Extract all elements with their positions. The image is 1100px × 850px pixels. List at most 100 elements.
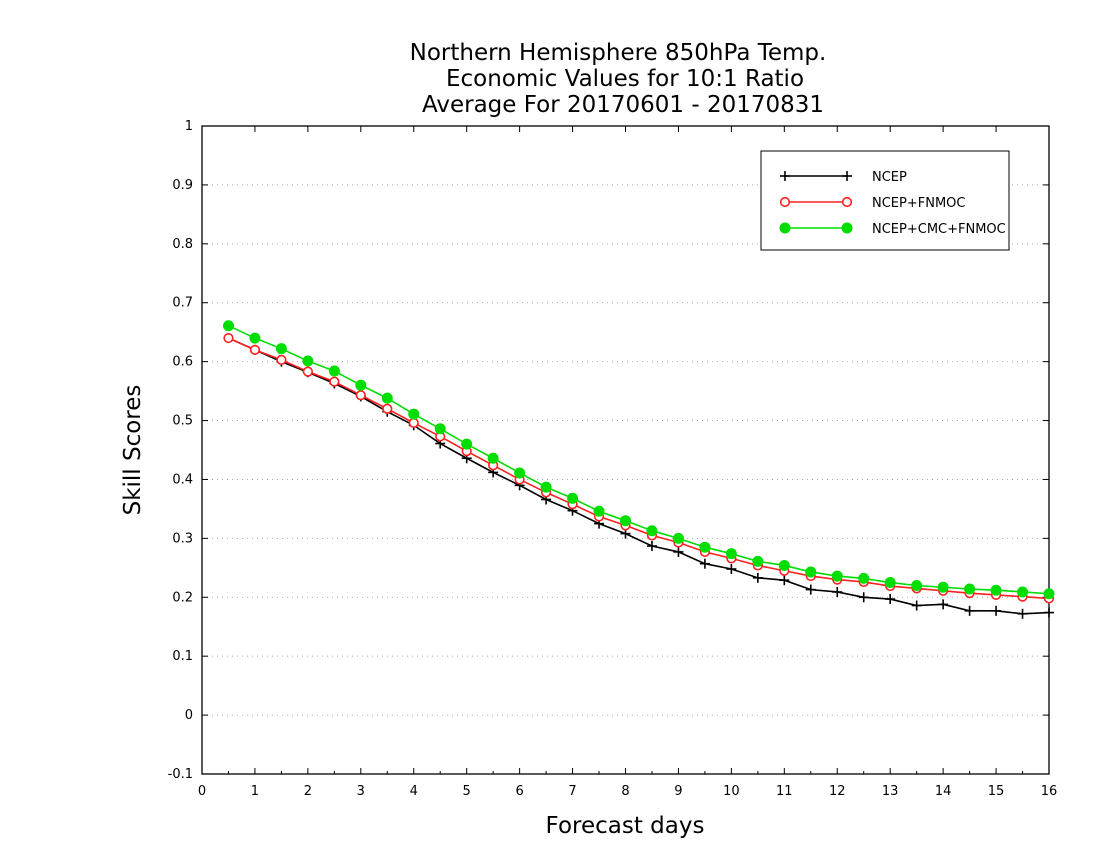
data-point [540, 481, 552, 493]
data-point [752, 555, 764, 567]
x-tick-label: 0 [198, 784, 206, 799]
legend-item: NCEP+CMC+FNMOC [779, 222, 1006, 237]
data-point [699, 541, 711, 553]
data-point [884, 577, 896, 589]
x-tick-label: 3 [357, 784, 365, 799]
chart-title: Northern Hemisphere 850hPa Temp. Economi… [410, 40, 827, 118]
title-line-1: Northern Hemisphere 850hPa Temp. [410, 40, 827, 66]
x-tick-label: 13 [882, 784, 899, 799]
gridlines [202, 184, 1049, 716]
x-tick-label: 16 [1041, 784, 1058, 799]
data-point [408, 417, 419, 429]
legend-label: NCEP+CMC+FNMOC [872, 222, 1006, 237]
legend-marker [779, 196, 791, 208]
x-tick-label: 9 [674, 784, 682, 799]
data-point [382, 403, 393, 414]
legend-label: NCEP [872, 170, 907, 185]
data-point [1017, 586, 1029, 598]
data-point [990, 584, 1002, 596]
data-point [302, 366, 313, 377]
legend-item: NCEP [780, 170, 907, 185]
y-tick-label: 0.1 [172, 649, 193, 664]
y-axis-label: Skill Scores [120, 385, 146, 516]
data-point [831, 570, 843, 582]
x-tick-label: 1 [251, 784, 259, 799]
data-point [276, 354, 287, 365]
legend-marker [779, 222, 791, 234]
y-tick-label: 0.6 [172, 355, 193, 370]
x-axis-label: Forecast days [546, 813, 705, 839]
data-point [434, 423, 446, 435]
data-point [858, 592, 869, 603]
y-tick-label: 0 [185, 708, 193, 723]
data-point [222, 320, 234, 332]
data-point [725, 548, 737, 560]
data-point [249, 332, 261, 344]
x-tick-label: 8 [621, 784, 629, 799]
series-ncep [223, 333, 1054, 619]
x-tick-label: 2 [304, 784, 312, 799]
data-point [302, 355, 314, 367]
data-point [726, 563, 737, 574]
x-tick-label: 11 [776, 784, 793, 799]
y-tick-label: 0.8 [172, 237, 193, 252]
x-tick-label: 12 [829, 784, 846, 799]
x-tick-label: 15 [988, 784, 1005, 799]
series-lines [222, 320, 1055, 619]
legend: NCEP NCEP+FNMOC NCEP+CMC+FNMOC [760, 150, 1010, 251]
data-point [620, 515, 631, 527]
title-line-3: Average For 20170601 - 20170831 [422, 92, 824, 118]
series-line [228, 324, 1050, 595]
data-point [514, 467, 526, 479]
y-tick-label: 0.3 [172, 531, 193, 546]
legend-marker [842, 171, 852, 181]
y-tick-label: 0.7 [172, 296, 193, 311]
series-line [228, 337, 1050, 615]
series-ncep-fnmoc [223, 332, 1055, 604]
data-point [275, 343, 287, 355]
data-point [779, 575, 790, 586]
y-tick-label: 1 [185, 119, 193, 134]
series-ncep-cmc-fnmoc [222, 320, 1055, 600]
data-point [646, 525, 658, 537]
data-point [355, 390, 366, 401]
x-tick-label: 14 [935, 784, 952, 799]
data-point [1017, 608, 1028, 619]
data-point [938, 599, 949, 610]
legend-marker [841, 222, 853, 234]
data-point [832, 586, 843, 597]
legend-marker [841, 196, 853, 208]
x-tick-label: 10 [723, 784, 740, 799]
data-point [249, 344, 261, 355]
data-point [885, 594, 896, 605]
data-point [805, 584, 816, 595]
y-tick-label: 0.9 [172, 178, 193, 193]
data-point [355, 379, 367, 391]
data-point [223, 332, 234, 344]
data-point [461, 438, 473, 450]
data-point [593, 505, 605, 517]
legend-label: NCEP+FNMOC [872, 196, 965, 211]
y-tick-label: 0.5 [172, 414, 193, 429]
data-point [964, 605, 975, 616]
x-tick-label: 4 [410, 784, 418, 799]
data-point [673, 546, 684, 557]
legend-marker [780, 171, 790, 181]
legend-item: NCEP+FNMOC [779, 196, 965, 211]
data-point [1044, 607, 1054, 618]
y-tick-label: 0.2 [172, 590, 193, 605]
data-point [646, 541, 657, 552]
y-tick-label: 0.4 [172, 472, 193, 487]
data-point [911, 579, 923, 591]
data-point [487, 452, 499, 464]
data-point [408, 408, 420, 420]
y-tick-label: -0.1 [168, 767, 193, 782]
series-line [228, 337, 1050, 600]
title-line-2: Economic Values for 10:1 Ratio [446, 66, 804, 92]
data-point [937, 581, 949, 593]
data-point [778, 559, 790, 571]
data-point [1043, 588, 1055, 600]
data-point [381, 392, 393, 404]
data-point [911, 600, 922, 611]
